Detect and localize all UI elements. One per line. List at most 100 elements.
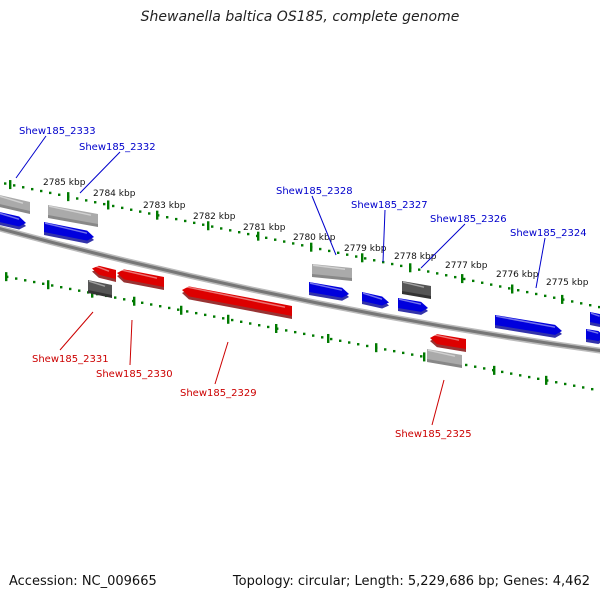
gene-label[interactable]: Shew185_2325 bbox=[395, 429, 472, 440]
major-tick bbox=[511, 284, 514, 294]
gene-body bbox=[586, 329, 600, 341]
gene-label[interactable]: Shew185_2327 bbox=[351, 200, 428, 211]
leader-line bbox=[420, 223, 466, 269]
scale-dot bbox=[301, 244, 304, 247]
scale-dot bbox=[420, 355, 423, 358]
gene-highlight bbox=[48, 205, 92, 216]
scale-dot bbox=[265, 236, 268, 240]
scale-dot bbox=[186, 310, 189, 313]
scale-dot bbox=[130, 208, 133, 211]
gene-highlight bbox=[117, 268, 158, 279]
scale-dot bbox=[103, 202, 106, 206]
genome-backbone bbox=[0, 225, 600, 354]
major-tick bbox=[156, 210, 159, 220]
major-tick bbox=[545, 375, 548, 385]
major-tick bbox=[227, 314, 230, 324]
gene-arrow bbox=[312, 264, 352, 281]
scale-dot bbox=[544, 294, 547, 298]
scale-dot bbox=[553, 296, 556, 299]
gene-labels[interactable]: Shew185_2333 Shew185_2332 Shew185_2328 Shew… bbox=[15, 126, 587, 440]
scale-dot bbox=[373, 259, 376, 262]
scale-dot bbox=[384, 348, 387, 351]
scale-dot bbox=[150, 303, 153, 306]
scale-dot bbox=[499, 285, 502, 288]
gene-arrow bbox=[362, 292, 389, 309]
scale-dot bbox=[339, 339, 342, 342]
scale-dot bbox=[348, 341, 351, 344]
gene-highlight bbox=[430, 333, 460, 341]
gene-body bbox=[0, 195, 30, 211]
scale-dot bbox=[400, 264, 403, 268]
scale-dot bbox=[411, 353, 414, 356]
scale-ticks: 2785 kbp 2784 kbp 2783 kbp 2782 kbp 2781 kbp… bbox=[5, 178, 589, 385]
gene-body bbox=[92, 265, 116, 279]
scale-dot bbox=[501, 370, 504, 374]
scale-dot bbox=[337, 251, 340, 254]
scale-dot bbox=[465, 363, 468, 367]
gene-label[interactable]: Shew185_2329 bbox=[180, 388, 257, 399]
scale-dot bbox=[249, 322, 252, 325]
major-tick bbox=[409, 263, 412, 273]
gene-arrow bbox=[398, 298, 428, 315]
scale-dot bbox=[112, 204, 115, 208]
gene-body bbox=[430, 334, 466, 349]
major-tick bbox=[361, 253, 364, 263]
tick-label: 2776 kbp bbox=[496, 270, 539, 280]
scale-dot bbox=[474, 365, 477, 368]
scale-dot bbox=[33, 280, 36, 284]
gene-highlight bbox=[590, 312, 600, 317]
major-tick bbox=[180, 305, 183, 315]
scale-dot bbox=[573, 384, 576, 387]
major-tick bbox=[423, 352, 426, 362]
gene-arrow bbox=[495, 315, 562, 338]
major-tick bbox=[5, 272, 8, 282]
gene-label[interactable]: Shew185_2331 bbox=[32, 354, 109, 365]
scale-dot bbox=[85, 199, 88, 202]
scale-dot bbox=[94, 201, 97, 204]
gene-arrow bbox=[48, 205, 98, 227]
gene-arrow bbox=[182, 285, 292, 319]
accession-text: Accession: NC_009665 bbox=[9, 574, 157, 589]
scale-dot bbox=[40, 189, 43, 193]
scale-dot bbox=[258, 324, 261, 327]
scale-dot bbox=[222, 317, 225, 320]
gene-label[interactable]: Shew185_2324 bbox=[510, 228, 587, 239]
major-tick bbox=[461, 274, 464, 284]
gene-arrow bbox=[427, 349, 462, 368]
leader-line bbox=[535, 237, 546, 289]
scale-dot bbox=[382, 260, 385, 264]
scale-dot bbox=[418, 268, 421, 271]
scale-dot bbox=[526, 290, 529, 294]
gene-features[interactable] bbox=[0, 194, 600, 368]
gene-arrow bbox=[44, 222, 94, 244]
major-tick bbox=[133, 296, 136, 306]
scale-dot bbox=[589, 304, 592, 307]
scale-dot bbox=[159, 305, 162, 308]
gene-label[interactable]: Shew185_2332 bbox=[79, 142, 156, 153]
scale-dot bbox=[535, 292, 538, 296]
gene-label[interactable]: Shew185_2326 bbox=[430, 214, 507, 225]
scale-dot bbox=[555, 381, 558, 384]
gene-label[interactable]: Shew185_2333 bbox=[19, 126, 96, 137]
gene-arrow bbox=[0, 212, 26, 230]
scale-dot bbox=[528, 375, 531, 379]
major-tick bbox=[67, 192, 70, 202]
gene-body bbox=[309, 282, 349, 298]
scale-dot bbox=[537, 377, 540, 381]
gene-highlight bbox=[362, 292, 383, 300]
leader-line bbox=[129, 319, 133, 366]
scale-dot bbox=[213, 315, 216, 318]
scale-dot bbox=[177, 308, 180, 311]
scale-dot bbox=[202, 223, 205, 226]
gene-body bbox=[182, 286, 292, 316]
gene-highlight bbox=[402, 281, 425, 288]
gene-label[interactable]: Shew185_2330 bbox=[96, 369, 173, 380]
gene-label[interactable]: Shew185_2328 bbox=[276, 186, 353, 197]
scale-dot bbox=[517, 289, 520, 292]
scale-dot bbox=[139, 210, 142, 213]
scale-dot bbox=[445, 274, 448, 277]
scale-dot bbox=[274, 238, 277, 241]
scale-dot bbox=[364, 257, 367, 260]
gene-arrow bbox=[0, 195, 30, 214]
